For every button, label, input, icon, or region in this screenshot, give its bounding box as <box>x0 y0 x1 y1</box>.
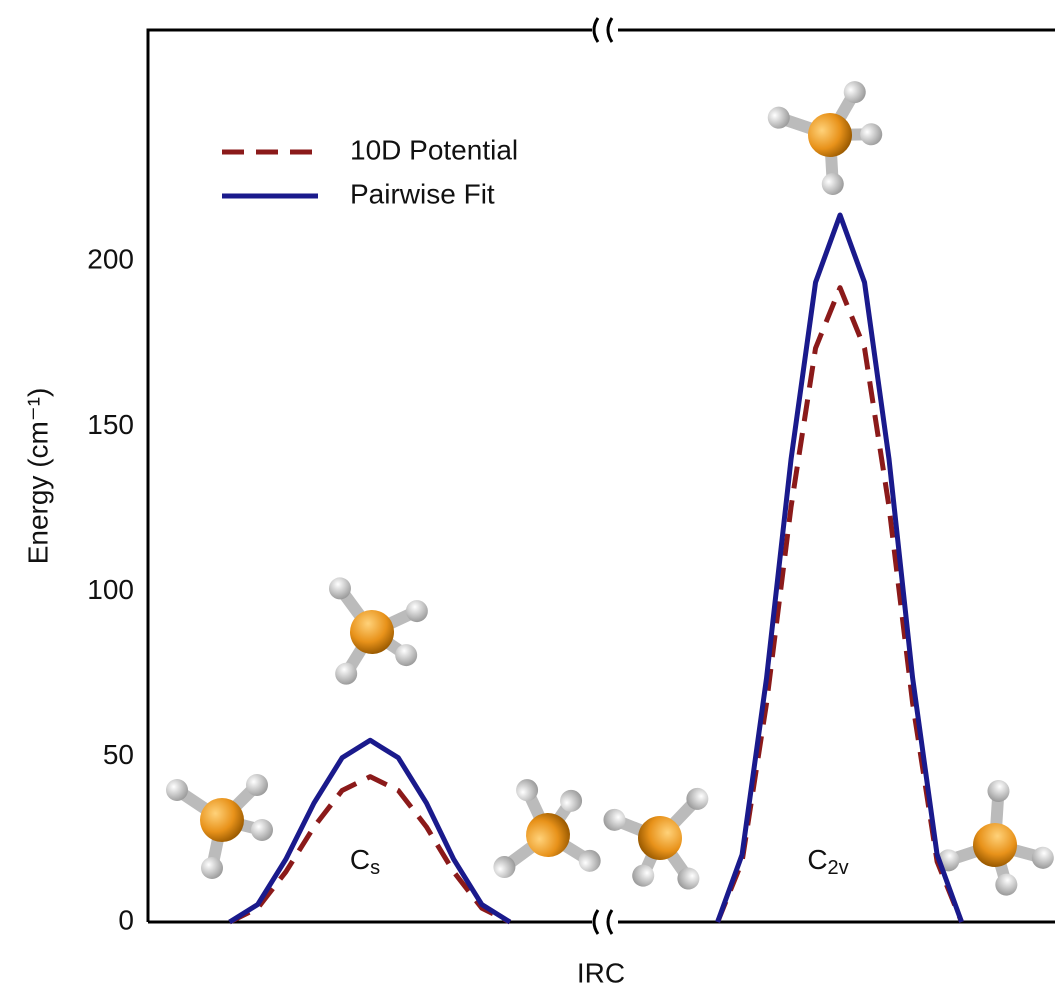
x-axis-label: IRC <box>577 957 625 988</box>
legend-label: Pairwise Fit <box>350 178 495 209</box>
annotation: Cs <box>350 844 380 879</box>
annotation: C2v <box>807 844 848 879</box>
line-series <box>715 285 964 923</box>
axis-frame <box>146 17 1055 935</box>
y-tick-label: 200 <box>87 244 134 275</box>
molecule-images <box>166 77 1055 918</box>
legend-label: 10D Potential <box>350 134 518 165</box>
y-axis-label: Energy (cm⁻¹) <box>22 388 53 565</box>
line-series <box>228 774 511 925</box>
y-tick-label: 0 <box>118 904 134 935</box>
y-tick-label: 150 <box>87 409 134 440</box>
y-tick-label: 50 <box>103 739 134 770</box>
line-series <box>715 212 964 923</box>
line-series <box>228 737 512 925</box>
y-tick-label: 100 <box>87 574 134 605</box>
